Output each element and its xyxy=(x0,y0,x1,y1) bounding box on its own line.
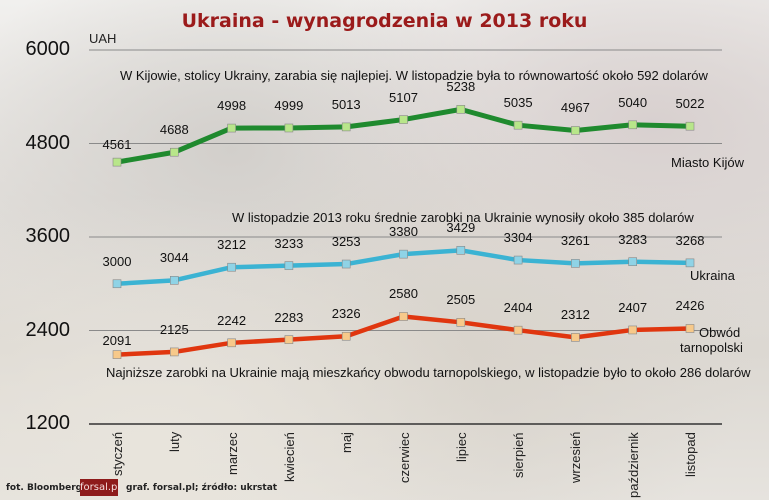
data-marker xyxy=(112,350,122,359)
data-marker xyxy=(399,115,408,124)
data-label: 5238 xyxy=(446,79,476,95)
data-label: 3380 xyxy=(389,224,418,240)
data-marker xyxy=(341,259,351,269)
photo-credit: fot. Bloomberg xyxy=(6,483,83,493)
data-label: 3044 xyxy=(159,250,189,266)
data-label: 4998 xyxy=(217,98,247,114)
data-marker xyxy=(112,157,122,167)
data-marker xyxy=(341,331,351,341)
data-marker xyxy=(227,338,236,348)
data-label: 2312 xyxy=(560,307,590,323)
data-label: 2125 xyxy=(159,321,189,337)
data-label: 3233 xyxy=(274,235,304,251)
x-tick-label: wrzesień xyxy=(568,431,584,483)
data-label: 2242 xyxy=(217,312,247,328)
data-label: 2326 xyxy=(331,306,361,322)
data-marker xyxy=(170,147,179,157)
data-label: 4688 xyxy=(159,122,189,138)
x-tick-label: kwiecień xyxy=(281,432,297,482)
annotation-kyiv: W Kijowie, stolicy Ukrainy, zarabia się … xyxy=(120,68,708,83)
data-label: 2404 xyxy=(503,300,533,316)
data-label: 3304 xyxy=(503,230,533,246)
annotation-ukraine: W listopadzie 2013 roku średnie zarobki … xyxy=(232,210,694,225)
data-label: 4967 xyxy=(560,100,590,116)
forsal-logo: forsal.pl xyxy=(80,479,120,496)
data-marker xyxy=(685,258,695,268)
data-label: 2426 xyxy=(675,298,705,314)
data-marker xyxy=(227,123,236,133)
data-label: 5107 xyxy=(389,89,418,105)
data-marker xyxy=(513,255,523,265)
data-marker xyxy=(571,126,580,135)
data-marker xyxy=(456,246,466,255)
data-label: 3283 xyxy=(618,231,648,247)
chart-title: Ukraina - wynagrodzenia w 2013 roku xyxy=(181,10,588,32)
data-label: 2580 xyxy=(389,286,418,302)
data-marker xyxy=(628,325,638,335)
data-label: 5040 xyxy=(618,94,648,110)
x-tick-label: czerwiec xyxy=(396,432,412,483)
data-label: 3000 xyxy=(102,253,132,269)
data-marker xyxy=(399,249,408,259)
data-label: 5035 xyxy=(503,95,533,111)
data-marker xyxy=(456,105,466,114)
data-marker xyxy=(513,120,523,130)
x-tick-label: styczeń xyxy=(110,431,125,476)
data-label: 2407 xyxy=(618,299,648,315)
data-marker xyxy=(227,262,236,272)
data-label: 5022 xyxy=(675,96,705,112)
data-marker xyxy=(284,335,294,344)
data-marker xyxy=(685,121,695,131)
data-marker xyxy=(628,257,638,266)
x-tick-label: marzec xyxy=(224,432,240,475)
x-tick-label: sierpień xyxy=(511,432,527,478)
y-tick-label: 4800 xyxy=(25,131,71,154)
series-label-ternopil-1: Obwód xyxy=(699,325,741,340)
y-axis-unit: UAH xyxy=(89,31,117,46)
y-tick-label: 1200 xyxy=(25,412,71,434)
data-label: 3261 xyxy=(560,233,590,249)
series-label-ternopil-2: tarnopolski xyxy=(680,340,743,355)
data-label: 3429 xyxy=(446,220,476,236)
data-label: 4561 xyxy=(102,137,132,153)
data-marker xyxy=(112,279,122,289)
y-tick-label: 2400 xyxy=(25,318,71,341)
data-marker xyxy=(685,324,695,333)
data-label: 2283 xyxy=(274,309,304,325)
data-marker xyxy=(284,123,294,133)
x-tick-label: październik xyxy=(625,432,641,498)
y-tick-label: 6000 xyxy=(25,38,71,60)
data-label: 4999 xyxy=(274,97,304,113)
data-label: 2091 xyxy=(102,332,132,348)
data-marker xyxy=(513,325,523,335)
data-marker xyxy=(571,259,580,268)
data-label: 2505 xyxy=(446,292,476,308)
x-tick-label: lipiec xyxy=(453,432,469,462)
series-line-ternopil xyxy=(116,314,691,357)
data-label: 3212 xyxy=(217,237,247,253)
data-label: 3268 xyxy=(675,232,705,248)
data-marker xyxy=(456,318,466,327)
source-note: graf. forsal.pl; źródło: ukrstat xyxy=(126,483,278,493)
x-tick-label: luty xyxy=(167,431,183,452)
data-label: 5013 xyxy=(331,96,361,112)
data-marker xyxy=(170,347,179,357)
y-tick-label: 3600 xyxy=(25,225,71,247)
x-tick-label: listopad xyxy=(683,432,698,477)
data-marker xyxy=(399,312,408,321)
data-marker xyxy=(170,276,179,285)
series-label-kyiv: Miasto Kijów xyxy=(671,155,744,170)
x-tick-label: maj xyxy=(339,432,355,453)
data-marker xyxy=(341,122,351,132)
annotation-ternopil: Najniższe zarobki na Ukrainie mają miesz… xyxy=(106,365,751,380)
data-label: 3253 xyxy=(331,234,361,250)
data-marker xyxy=(628,120,638,130)
series-label-ukraine: Ukraina xyxy=(690,268,735,283)
data-marker xyxy=(571,333,580,342)
data-marker xyxy=(284,261,294,270)
